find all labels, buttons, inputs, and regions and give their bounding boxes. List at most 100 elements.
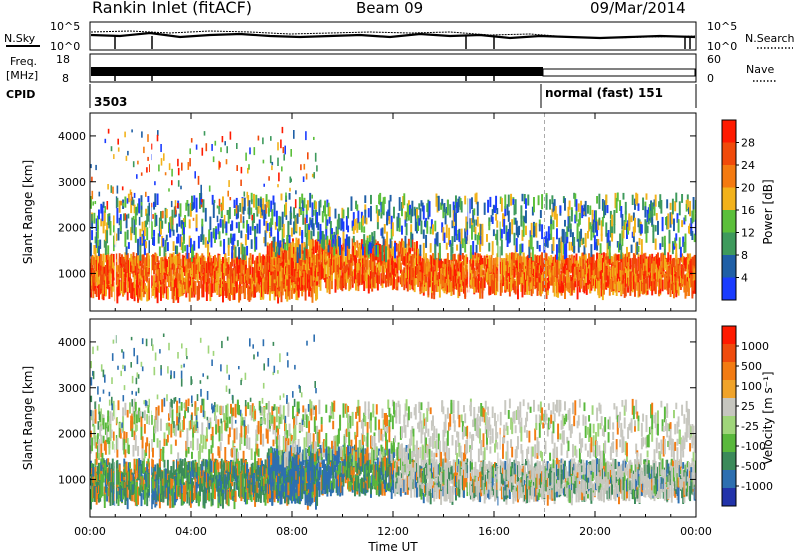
echo-cell: [131, 129, 133, 133]
echo-cell: [143, 288, 146, 295]
echo-cell: [155, 265, 158, 281]
echo-cell: [119, 281, 122, 294]
echo-cell: [452, 254, 455, 263]
echo-cell: [242, 221, 245, 229]
echo-cell: [551, 244, 554, 254]
echo-cell: [305, 277, 308, 290]
echo-cell: [674, 276, 677, 286]
echo-cell: [476, 260, 479, 267]
echo-cell: [290, 227, 293, 237]
echo-cell: [396, 264, 399, 277]
echo-cell: [135, 206, 138, 216]
echo-cell: [294, 243, 297, 258]
echo-cell: [640, 224, 643, 234]
echo-cell: [422, 280, 425, 293]
echo-cell: [624, 210, 627, 226]
echo-cell: [193, 195, 196, 209]
echo-cell: [99, 256, 102, 266]
echo-cell: [658, 282, 661, 291]
echo-cell: [171, 180, 173, 186]
echo-cell: [533, 262, 535, 275]
echo-cell: [119, 484, 122, 494]
echo-cell: [222, 257, 224, 270]
echo-cell: [441, 278, 444, 290]
echo-cell: [510, 196, 513, 206]
echo-cell: [302, 213, 305, 225]
echo-cell: [90, 288, 92, 298]
echo-cell: [273, 203, 276, 210]
echo-cell: [364, 269, 367, 282]
echo-cell: [497, 270, 500, 284]
echo-cell: [140, 202, 143, 206]
echo-cell: [651, 214, 654, 226]
echo-cell: [495, 277, 498, 294]
echo-cell: [161, 220, 164, 229]
echo-cell: [98, 263, 100, 270]
echo-cell: [110, 146, 113, 152]
echo-cell: [363, 226, 366, 233]
echo-cell: [637, 218, 640, 228]
echo-cell: [223, 278, 226, 286]
echo-cell: [160, 257, 162, 274]
echo-cell: [227, 288, 230, 300]
echo-cell: [188, 287, 191, 302]
echo-cell: [362, 244, 364, 256]
echo-cell: [358, 245, 361, 259]
echo-cell: [204, 237, 207, 248]
colorbar-segment: [722, 232, 736, 256]
echo-cell: [117, 277, 120, 287]
echo-cell: [301, 200, 304, 210]
echo-cell: [305, 268, 308, 283]
echo-cell: [176, 236, 179, 244]
echo-cell: [220, 147, 222, 153]
echo-cell: [615, 254, 618, 261]
echo-cell: [109, 482, 112, 492]
echo-cell: [199, 193, 201, 209]
echo-cell: [567, 280, 570, 290]
echo-cell: [131, 484, 134, 495]
echo-cell: [464, 195, 467, 205]
echo-cell: [139, 259, 142, 266]
echo-cell: [277, 288, 280, 304]
echo-cell: [209, 255, 212, 262]
echo-cell: [93, 257, 96, 270]
echo-cell: [432, 282, 434, 291]
echo-cell: [145, 285, 148, 292]
echo-cell: [475, 244, 478, 253]
echo-cell: [294, 215, 297, 231]
echo-cell: [514, 245, 517, 261]
echo-cell: [644, 219, 647, 234]
echo-cell: [142, 257, 145, 264]
echo-cell: [298, 277, 301, 290]
echo-cell: [98, 472, 100, 481]
echo-cell: [388, 244, 391, 258]
echo-cell: [646, 275, 649, 290]
echo-cell: [306, 272, 309, 289]
echo-cell: [217, 223, 220, 235]
echo-cell: [506, 279, 509, 290]
echo-cell: [304, 224, 307, 238]
echo-cell: [469, 281, 472, 289]
echo-cell: [619, 261, 622, 277]
echo-cell: [411, 254, 414, 269]
echo-cell: [403, 241, 406, 257]
echo-cell: [473, 267, 476, 282]
echo-cell: [173, 287, 176, 296]
echo-cell: [461, 267, 464, 281]
echo-cell: [234, 208, 236, 216]
echo-cell: [541, 266, 544, 281]
echo-cell: [383, 224, 386, 234]
echo-cell: [117, 228, 120, 241]
echo-cell: [386, 268, 389, 279]
echo-cell: [106, 222, 109, 231]
echo-cell: [115, 233, 118, 241]
echo-cell: [533, 277, 535, 287]
echo-cell: [684, 242, 687, 253]
echo-cell: [200, 234, 203, 242]
echo-cell: [94, 285, 97, 295]
echo-cell: [235, 256, 238, 265]
echo-cell: [580, 200, 583, 213]
echo-cell: [533, 268, 535, 277]
echo-cell: [688, 267, 690, 277]
echo-cell: [266, 255, 269, 263]
